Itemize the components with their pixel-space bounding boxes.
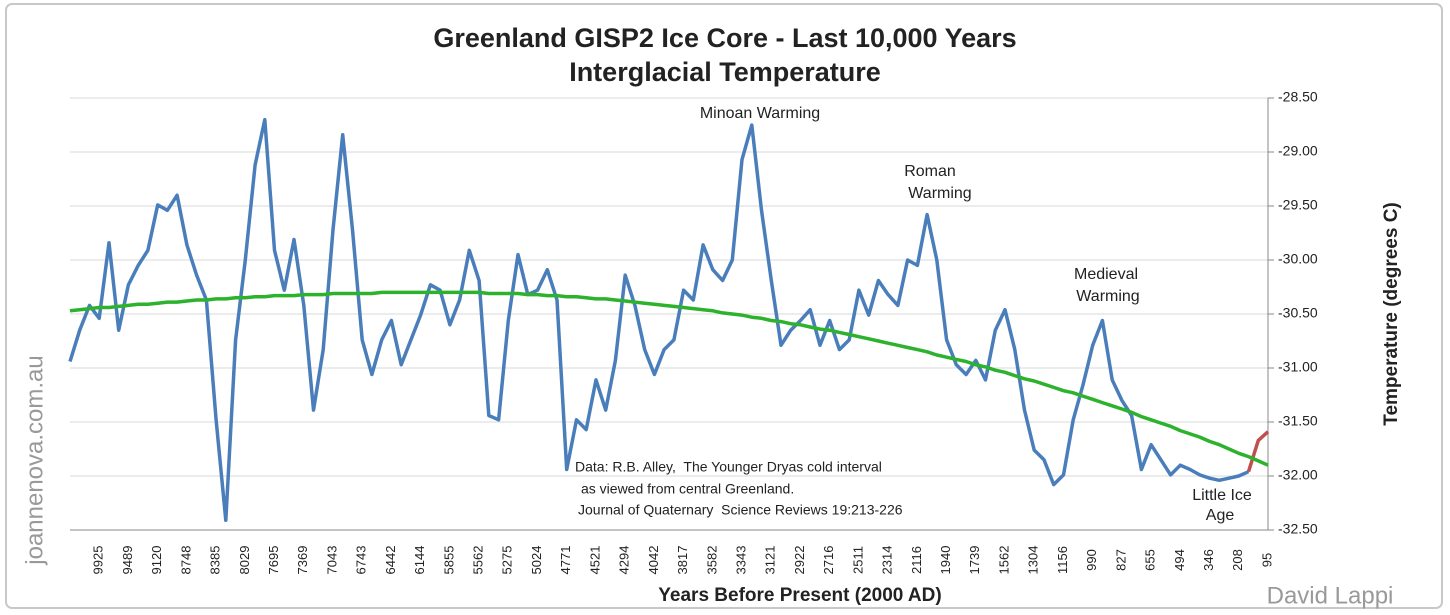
y-tick-label: -28.50 [1278,89,1318,105]
y-tick-label: -32.50 [1278,521,1318,537]
x-tick-label: 6144 [412,546,427,575]
chart-frame [5,3,1443,609]
x-tick-label: 1562 [996,546,1011,575]
x-tick-label: 5562 [471,546,486,575]
x-tick-label: 3817 [675,546,690,575]
x-tick-label: 655 [1143,549,1158,571]
x-tick-label: 208 [1230,549,1245,571]
x-tick-label: 2116 [909,546,924,574]
y-tick-label: -30.00 [1278,251,1318,267]
y-tick-label: -29.50 [1278,197,1318,213]
y-tick-label: -31.00 [1278,359,1318,375]
annotation: Roman [904,163,956,180]
annotation: Age [1206,507,1235,524]
x-tick-label: 5275 [500,546,515,575]
x-tick-label: 4294 [617,546,632,575]
y-tick-label: -31.50 [1278,413,1318,429]
data-line [68,117,1250,523]
y-tick-label: -29.00 [1278,143,1318,159]
watermark: David Lappi [1267,582,1394,609]
x-tick-label: 2511 [850,546,865,574]
x-tick-label: 1739 [967,546,982,575]
annotation: Warming [1076,288,1139,305]
x-axis-title: Years Before Present (2000 AD) [658,585,941,606]
chart-title: Greenland GISP2 Ice Core - Last 10,000 Y… [433,23,1016,53]
x-tick-label: 3343 [733,546,748,575]
x-tick-label: 7369 [295,546,310,575]
x-tick-label: 9120 [149,546,164,575]
x-tick-label: 7695 [266,546,281,575]
x-tick-label: 6442 [383,546,398,575]
x-tick-label: 990 [1084,549,1099,571]
x-tick-label: 95 [1259,553,1274,567]
x-tick-label: 4771 [558,546,573,575]
source-note: Data: R.B. Alley, The Younger Dryas cold… [575,459,882,475]
y-tick-label: -32.00 [1278,467,1318,483]
x-tick-label: 7043 [324,546,339,575]
source-note: Journal of Quaternary Science Reviews 19… [578,502,903,518]
x-tick-label: 3121 [763,546,778,575]
x-tick-label: 8385 [208,546,223,575]
y-tick-label: -30.50 [1278,305,1318,321]
annotation: Little Ice [1192,487,1252,504]
y-axis-title: Temperature (degrees C) [1381,202,1402,426]
annotation: Warming [908,185,971,202]
x-tick-label: 5024 [529,546,544,575]
x-tick-label: 2922 [792,546,807,575]
x-tick-label: 9925 [91,546,106,575]
x-tick-label: 8748 [178,546,193,575]
x-tick-label: 2716 [821,546,836,575]
x-tick-label: 3582 [704,546,719,575]
watermark: joannenova.com.au [21,355,48,565]
annotation: Minoan Warming [700,105,820,122]
x-tick-label: 1156 [1055,546,1070,574]
x-tick-label: 827 [1113,549,1128,571]
x-tick-label: 5855 [441,546,456,575]
chart-title: Interglacial Temperature [569,57,881,87]
annotation: Medieval [1074,266,1138,283]
x-tick-label: 346 [1201,549,1216,571]
x-tick-label: 8029 [237,546,252,575]
x-tick-label: 4042 [646,546,661,575]
source-note: as viewed from central Greenland. [581,481,794,497]
x-tick-label: 6743 [354,546,369,575]
x-tick-label: 9489 [120,546,135,575]
data-line [69,290,1269,467]
data-line [1246,430,1270,473]
x-tick-label: 494 [1172,549,1187,571]
x-tick-label: 1940 [938,546,953,575]
x-tick-label: 2314 [880,546,895,575]
x-tick-label: 1304 [1026,546,1041,575]
x-tick-label: 4521 [587,546,602,575]
